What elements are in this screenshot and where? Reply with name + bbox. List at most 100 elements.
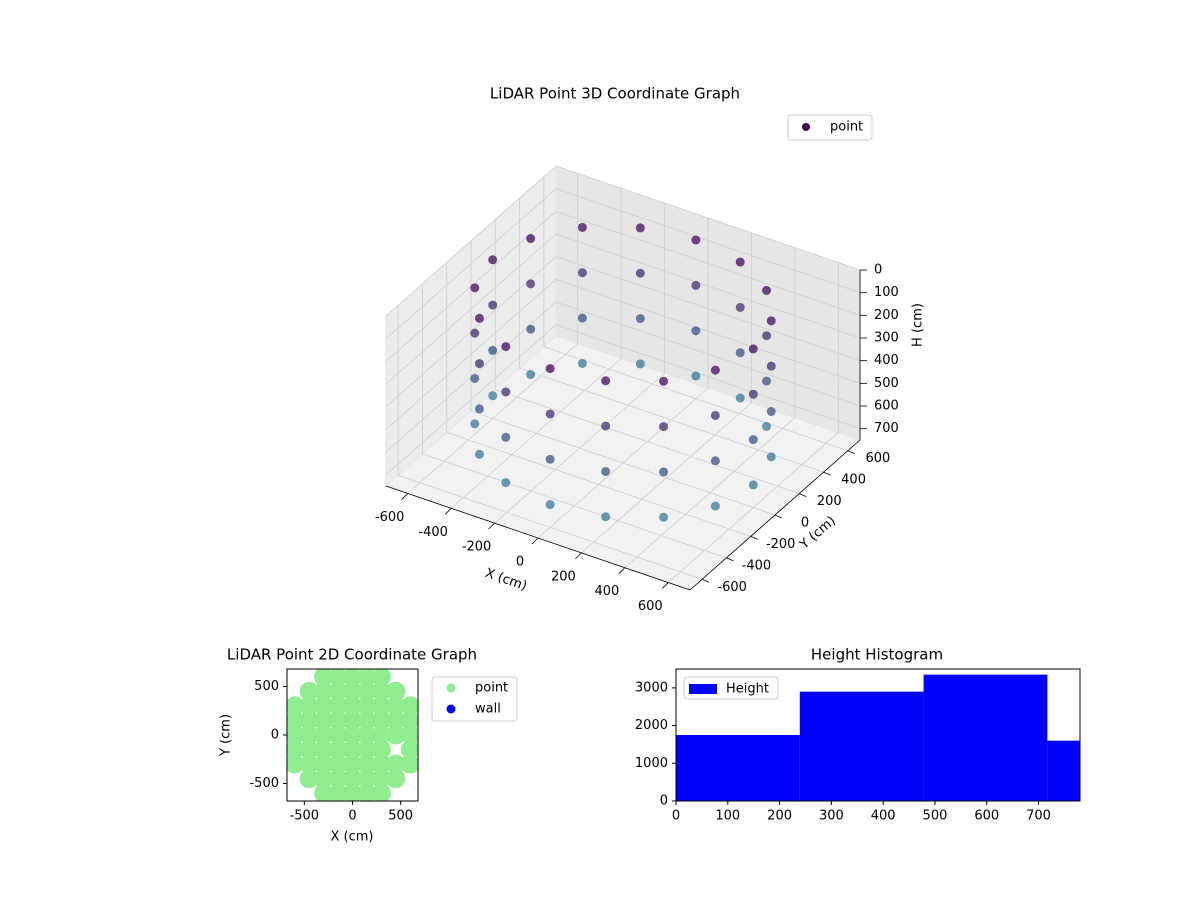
point xyxy=(601,376,611,386)
x-tick-label: -200 xyxy=(462,540,492,555)
legend-label: point xyxy=(475,681,508,696)
point xyxy=(488,391,498,401)
legend-marker xyxy=(446,704,456,714)
y-tick xyxy=(823,471,831,476)
point xyxy=(357,725,377,745)
z-tick-label: 700 xyxy=(874,421,899,436)
x-tick-label: 0 xyxy=(348,809,356,824)
point xyxy=(299,740,319,760)
point xyxy=(748,480,758,490)
point xyxy=(545,364,555,374)
point xyxy=(357,696,377,716)
x-tick xyxy=(575,552,582,560)
z-tick-label: 200 xyxy=(874,308,899,323)
point xyxy=(710,410,720,420)
y-tick-label: 500 xyxy=(254,679,279,694)
bar xyxy=(799,691,924,801)
point xyxy=(287,754,305,774)
y-tick-label: 0 xyxy=(660,794,668,809)
point xyxy=(287,710,305,730)
z-tick-label: 400 xyxy=(874,353,899,368)
point xyxy=(328,754,348,774)
point xyxy=(577,222,587,232)
point xyxy=(357,740,377,760)
point xyxy=(501,478,511,488)
point xyxy=(343,710,362,730)
point xyxy=(659,467,669,477)
point xyxy=(371,696,391,716)
legend-marker xyxy=(689,684,717,694)
point xyxy=(710,365,720,375)
point xyxy=(545,500,555,510)
y-tick xyxy=(847,450,856,455)
point xyxy=(470,328,480,338)
point xyxy=(710,456,720,466)
grid-line xyxy=(385,165,557,317)
bar xyxy=(676,735,800,801)
point xyxy=(357,710,377,730)
grid-line xyxy=(385,279,557,430)
point xyxy=(299,710,319,730)
point xyxy=(577,358,587,368)
grid-line xyxy=(555,256,861,362)
x-tick xyxy=(618,567,626,574)
y-tick-label: 0 xyxy=(271,728,279,743)
x-tick-label: 500 xyxy=(923,809,948,824)
x-tick-label: 200 xyxy=(767,809,792,824)
point xyxy=(762,285,772,295)
point xyxy=(470,373,480,383)
point xyxy=(343,740,362,760)
point xyxy=(314,669,334,687)
point xyxy=(501,387,511,397)
point xyxy=(501,342,511,352)
axis-line xyxy=(385,485,691,591)
point xyxy=(526,234,536,244)
grid-line xyxy=(385,188,557,339)
x-axis-label: X (cm) xyxy=(331,830,374,845)
point xyxy=(314,754,334,774)
point xyxy=(601,512,611,522)
point xyxy=(371,710,391,730)
point xyxy=(299,754,319,774)
point xyxy=(357,769,377,789)
point xyxy=(400,696,418,716)
y-tick-label: 400 xyxy=(841,473,866,488)
point xyxy=(526,279,536,289)
point xyxy=(400,740,418,760)
legend-box xyxy=(787,114,873,141)
point xyxy=(691,235,701,245)
x-tick-label: 600 xyxy=(974,809,999,824)
plot-area xyxy=(287,669,418,801)
point xyxy=(766,452,776,462)
x-tick xyxy=(444,508,452,515)
chart-histogram: 0 100 200 300 400 500 600 700 0 1000 2000 3000 Heigh… xyxy=(635,646,1081,824)
point xyxy=(545,454,555,464)
point xyxy=(691,371,701,381)
point xyxy=(400,754,418,774)
point xyxy=(488,345,498,355)
point xyxy=(343,681,362,701)
chart-title: Height Histogram xyxy=(811,646,943,664)
point xyxy=(371,681,391,701)
z-tick-label: 600 xyxy=(874,399,899,414)
y-tick xyxy=(799,493,807,497)
point xyxy=(371,769,391,789)
x-tick-label: 700 xyxy=(1026,809,1051,824)
point xyxy=(474,313,484,323)
x-tick-label: -600 xyxy=(375,510,405,525)
point xyxy=(343,769,362,789)
point xyxy=(659,376,669,386)
point xyxy=(488,300,498,310)
point xyxy=(474,449,484,459)
y-tick xyxy=(774,514,783,519)
axes-frame xyxy=(675,668,1081,802)
point xyxy=(766,316,776,326)
point xyxy=(635,268,645,278)
z-tick-label: 500 xyxy=(874,376,899,391)
y-tick-label: 2000 xyxy=(635,718,668,733)
y-tick-label: 600 xyxy=(865,451,890,466)
y-tick-label: 200 xyxy=(817,494,842,509)
point xyxy=(748,435,758,445)
grid-line xyxy=(422,453,727,559)
x-tick xyxy=(531,537,539,545)
